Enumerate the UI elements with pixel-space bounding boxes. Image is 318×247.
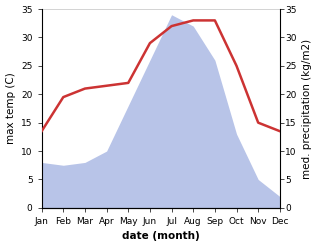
Y-axis label: max temp (C): max temp (C) <box>5 73 16 144</box>
X-axis label: date (month): date (month) <box>122 231 200 242</box>
Y-axis label: med. precipitation (kg/m2): med. precipitation (kg/m2) <box>302 38 313 179</box>
